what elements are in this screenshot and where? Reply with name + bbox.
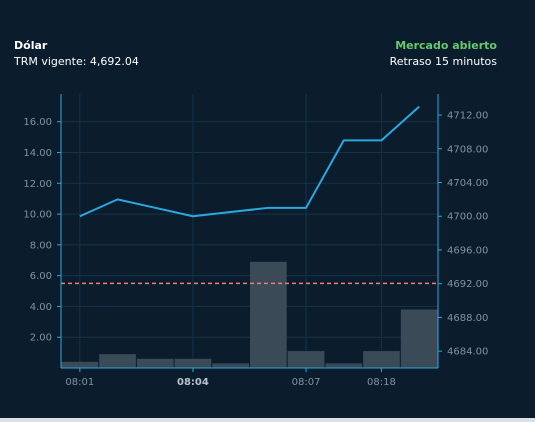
price-line [79,105,420,218]
volume-bar [325,363,363,368]
x-tick-label: 08:01 [65,377,94,388]
left-tick-label: 8.00 [30,240,52,251]
volume-bar [400,309,438,368]
left-tick-label: 4.00 [30,302,52,313]
volume-bar [174,358,212,368]
trm-value: TRM vigente: 4,692.04 [14,55,139,68]
market-status: Mercado abierto [395,39,497,52]
right-tick-label: 4696.00 [447,245,488,256]
left-tick-label: 16.00 [23,117,52,128]
right-tick-label: 4712.00 [447,111,488,122]
left-tick-label: 12.00 [23,179,52,190]
right-tick-label: 4708.00 [447,144,488,155]
grid-lines [61,94,438,368]
volume-bar [212,363,249,368]
volume-bars [61,261,438,368]
right-tick-label: 4700.00 [447,212,488,223]
right-tick-label: 4688.00 [447,313,488,324]
x-tick-label: 08:07 [292,377,321,388]
delay-notice: Retraso 15 minutos [389,55,497,68]
left-tick-label: 6.00 [30,271,52,282]
right-tick-label: 4692.00 [447,279,488,290]
left-tick-label: 10.00 [23,210,52,221]
x-tick-label: 08:18 [367,377,396,388]
volume-bar [250,261,287,368]
volume-bar [99,354,136,368]
volume-bar [363,351,400,368]
right-tick-label: 4704.00 [447,178,488,189]
volume-bar [136,358,174,368]
volume-bar [61,361,99,368]
axes [60,94,439,369]
right-tick-label: 4684.00 [447,347,488,358]
x-axis-ticks: 08:01 08:04 08:07 08:18 [65,368,396,388]
x-tick-label: 08:04 [177,377,209,388]
left-tick-label: 14.00 [23,148,52,159]
left-axis-ticks: 2.00 4.00 6.00 8.00 10.00 12.00 14.00 16.00 [23,117,61,344]
volume-bar [287,351,325,368]
currency-title: Dólar [14,39,48,52]
bottom-strip [0,418,535,422]
right-axis-ticks: 4684.00 4688.00 4692.00 4696.00 4700.00 4704.… [438,111,488,358]
left-tick-label: 2.00 [30,333,52,344]
